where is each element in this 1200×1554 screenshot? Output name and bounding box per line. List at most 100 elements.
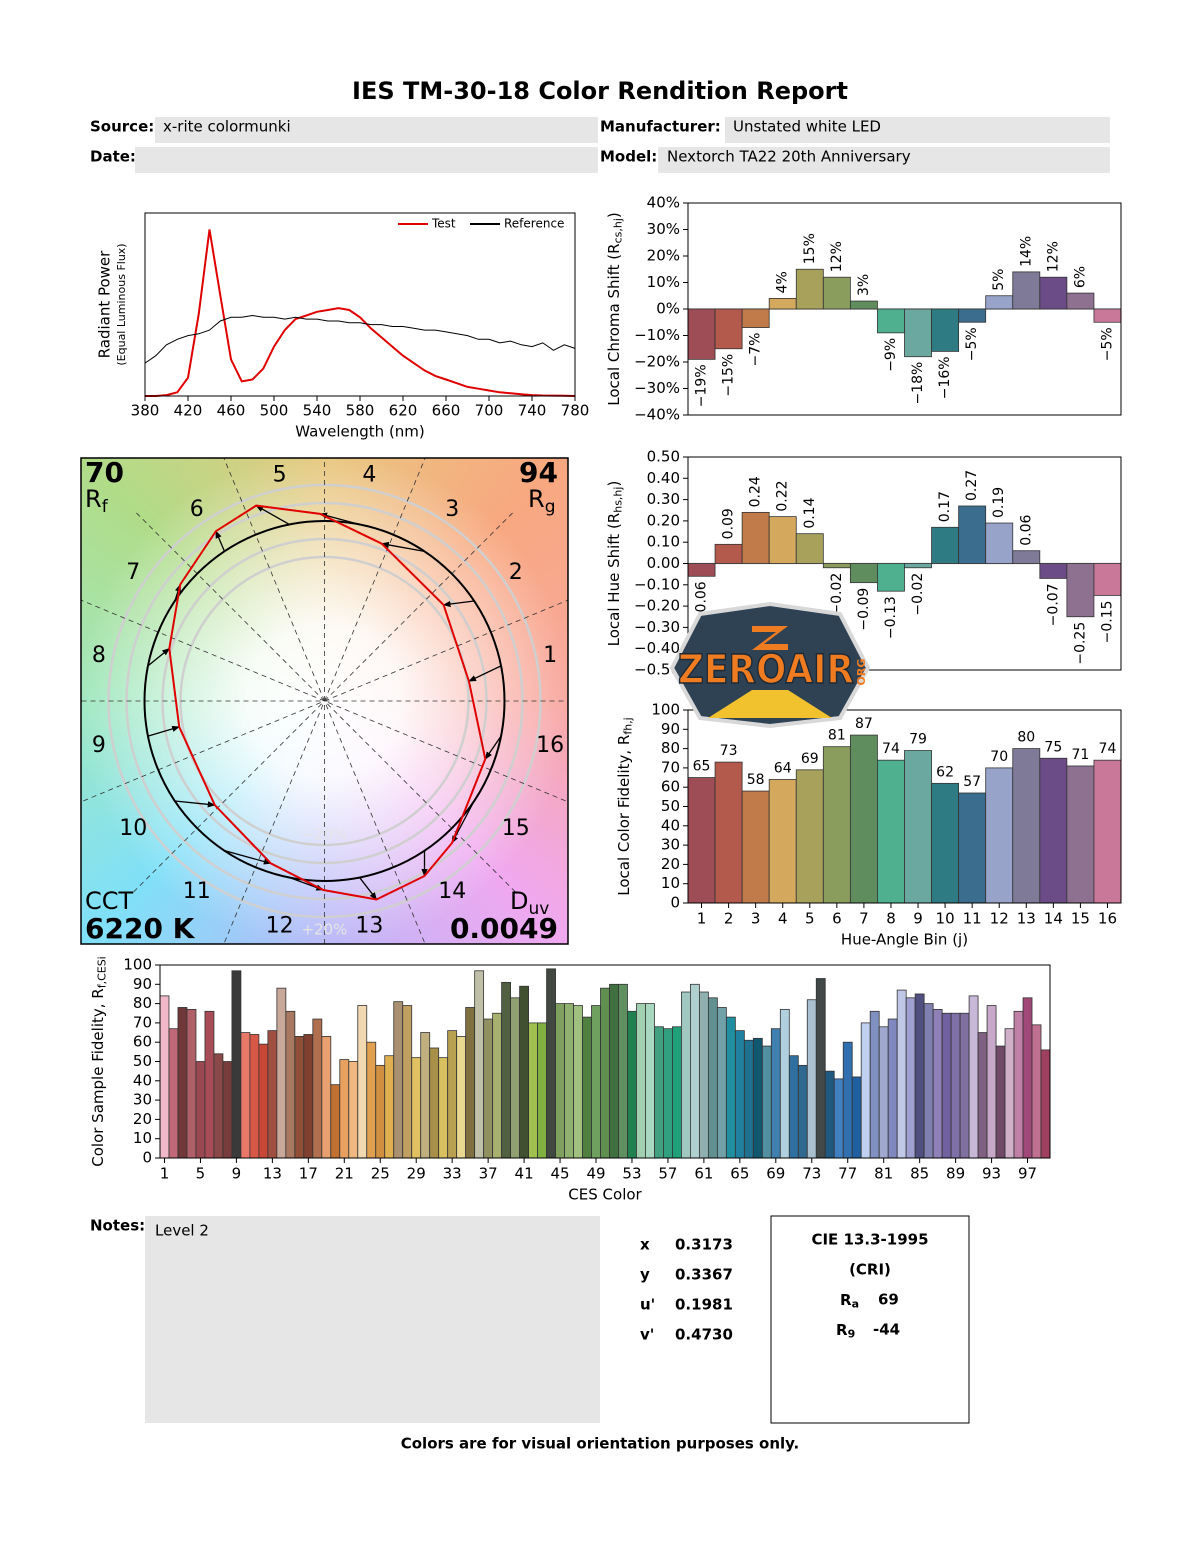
label-part: hs,hj bbox=[612, 487, 625, 513]
bar bbox=[715, 762, 742, 903]
footer: Colors are for visual orientation purpos… bbox=[401, 1435, 800, 1453]
bar bbox=[1013, 551, 1040, 564]
bar bbox=[1013, 272, 1040, 309]
bar bbox=[850, 301, 877, 309]
bar bbox=[1032, 1025, 1041, 1158]
bar bbox=[769, 517, 796, 564]
bar bbox=[753, 1038, 762, 1158]
y-tick-label: 70 bbox=[661, 758, 680, 776]
value-label: 5% bbox=[991, 269, 1007, 291]
bar bbox=[169, 1029, 178, 1158]
y-tick-label: 90 bbox=[133, 975, 152, 993]
y-tick-label: −10% bbox=[634, 326, 680, 344]
x-tick-label: 2 bbox=[724, 910, 734, 928]
x-tick-label: 25 bbox=[371, 1165, 390, 1183]
value-label: 74 bbox=[882, 741, 900, 757]
chromaticity-value: 0.3367 bbox=[675, 1266, 733, 1284]
bar bbox=[735, 1031, 744, 1158]
bar bbox=[905, 309, 932, 357]
bar bbox=[798, 1065, 807, 1158]
bar bbox=[1094, 564, 1121, 596]
bar bbox=[879, 1027, 888, 1158]
bar bbox=[394, 1002, 403, 1158]
bar bbox=[986, 523, 1013, 563]
bar bbox=[987, 1006, 996, 1158]
x-tick-label: 33 bbox=[443, 1165, 462, 1183]
bar bbox=[852, 1077, 861, 1158]
bar bbox=[1005, 1029, 1014, 1158]
x-tick-label: 21 bbox=[335, 1165, 354, 1183]
bin-label: 16 bbox=[536, 733, 564, 758]
value-label: −0.15 bbox=[1099, 600, 1115, 643]
x-tick-label: 420 bbox=[174, 402, 203, 420]
y-tick-label: 10% bbox=[647, 273, 680, 291]
bar bbox=[796, 269, 823, 309]
y-tick-label: 0.30 bbox=[647, 490, 680, 508]
y-axis-label: Local Color Fidelity, Rfh,j bbox=[615, 717, 635, 896]
x-tick-label: 780 bbox=[561, 402, 590, 420]
bar bbox=[304, 1034, 313, 1158]
y-tick-label: −0.30 bbox=[634, 618, 680, 636]
x-tick-label: 81 bbox=[874, 1165, 893, 1183]
value-label: 0.09 bbox=[721, 508, 737, 539]
cri-subtitle: (CRI) bbox=[849, 1261, 891, 1279]
label-part: Color Sample Fidelity, R bbox=[89, 988, 107, 1166]
field-label: Model: bbox=[600, 148, 657, 166]
bin-label: 15 bbox=[502, 816, 530, 841]
bar bbox=[1067, 766, 1094, 903]
bar bbox=[959, 506, 986, 564]
x-axis-label: CES Color bbox=[568, 1186, 642, 1204]
y-tick-label: 10 bbox=[133, 1129, 152, 1147]
label-part: Local Color Fidelity, R bbox=[615, 735, 633, 896]
label-part: f,CESi bbox=[96, 956, 109, 988]
bar bbox=[529, 1023, 538, 1158]
legend-label: Test bbox=[431, 217, 456, 231]
bin-label: 4 bbox=[362, 462, 376, 487]
y-tick-label: 40 bbox=[661, 816, 680, 834]
bar bbox=[877, 760, 904, 903]
y-tick-label: 0.10 bbox=[647, 533, 680, 551]
bar bbox=[466, 1007, 475, 1158]
bar bbox=[295, 1036, 304, 1158]
x-tick-label: 89 bbox=[946, 1165, 965, 1183]
value-label: 6% bbox=[1072, 266, 1088, 288]
y-tick-label: −20% bbox=[634, 353, 680, 371]
y-tick-label: 80 bbox=[661, 739, 680, 757]
chromaticity-label: x bbox=[640, 1236, 650, 1254]
bar bbox=[688, 309, 715, 359]
label-part: Local Chroma Shift (R bbox=[605, 243, 623, 405]
bar bbox=[349, 1062, 358, 1159]
bar bbox=[403, 1006, 412, 1158]
x-tick-label: 93 bbox=[982, 1165, 1001, 1183]
bar bbox=[850, 564, 877, 583]
x-tick-label: 620 bbox=[389, 402, 418, 420]
bar bbox=[906, 998, 915, 1158]
bar bbox=[1067, 564, 1094, 617]
bar bbox=[672, 1027, 681, 1158]
bar bbox=[816, 979, 825, 1158]
value-label: 0.27 bbox=[964, 470, 980, 501]
bar bbox=[502, 982, 511, 1158]
notes-box bbox=[145, 1216, 600, 1423]
y-tick-label: 0 bbox=[670, 894, 680, 912]
bar bbox=[1067, 293, 1094, 309]
x-tick-label: 69 bbox=[766, 1165, 785, 1183]
bar bbox=[376, 1065, 385, 1158]
bar bbox=[915, 994, 924, 1158]
bar bbox=[484, 1019, 493, 1158]
report-title: IES TM-30-18 Color Rendition Report bbox=[352, 77, 848, 105]
y-tick-label: −0.40 bbox=[634, 639, 680, 657]
bar bbox=[493, 1013, 502, 1158]
chromaticity-value: 0.3173 bbox=[675, 1236, 733, 1254]
value-label: 58 bbox=[747, 772, 765, 788]
bin-label: 2 bbox=[509, 560, 523, 585]
field-value: x-rite colormunki bbox=[163, 118, 291, 136]
bin-label: 10 bbox=[119, 816, 147, 841]
legend-label: Reference bbox=[504, 217, 564, 231]
bar bbox=[978, 1033, 987, 1158]
x-tick-label: 4 bbox=[778, 910, 788, 928]
chromaticity-value: 0.1981 bbox=[675, 1296, 733, 1314]
label-part: fh,j bbox=[622, 717, 635, 734]
